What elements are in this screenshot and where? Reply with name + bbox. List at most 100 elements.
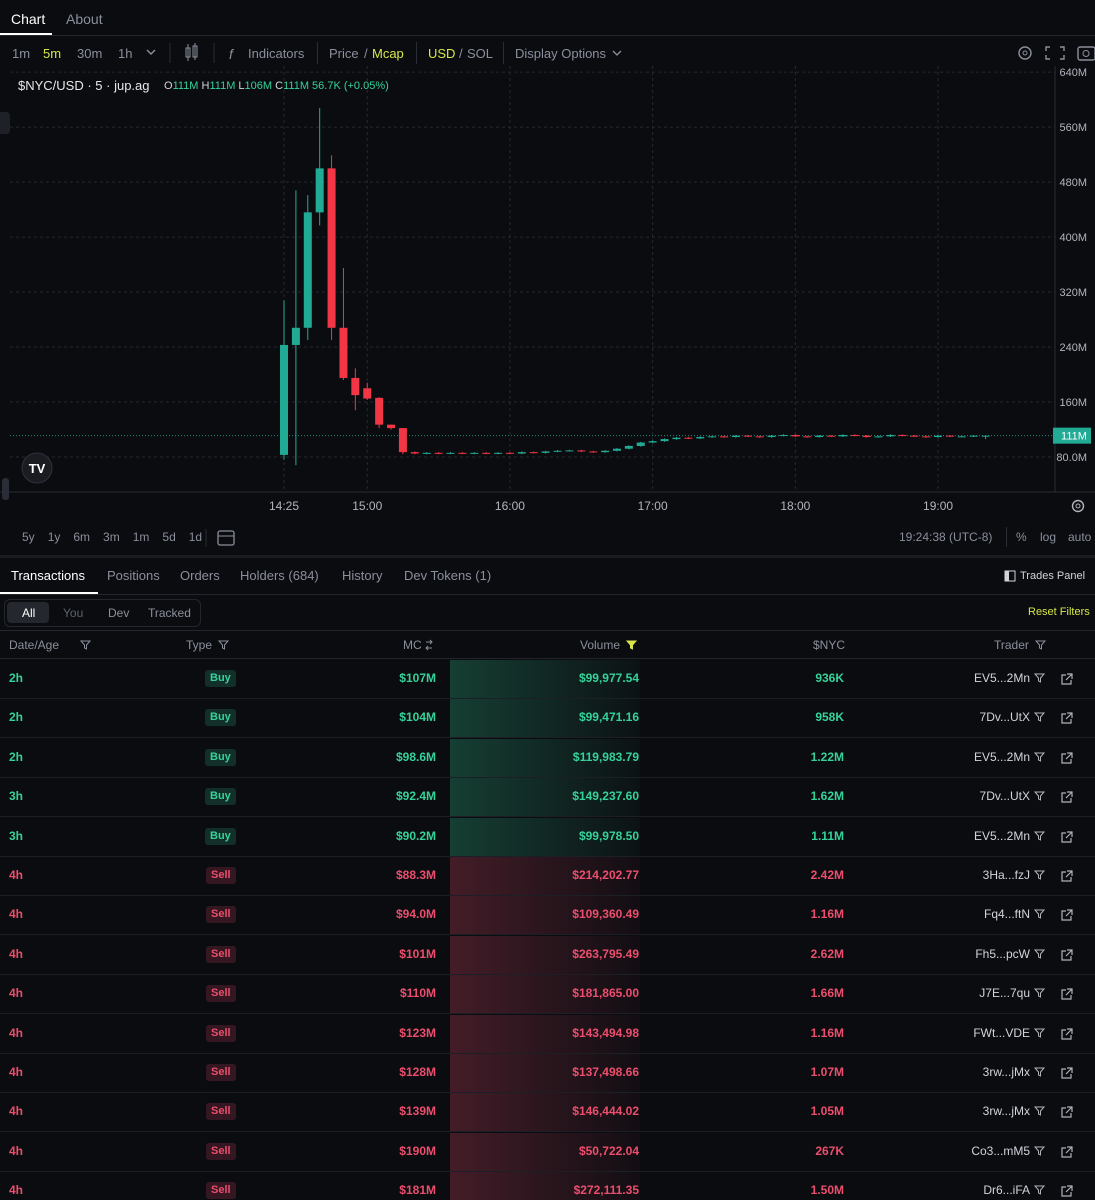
panel-tab[interactable]: Dev Tokens (1)	[404, 568, 492, 583]
range-button[interactable]: 1d	[188, 530, 203, 544]
trader-icons[interactable]	[1033, 751, 1084, 765]
range-button[interactable]: 1y	[47, 530, 61, 544]
candle-body	[624, 445, 633, 449]
interval[interactable]: 1m	[12, 46, 31, 61]
trader-icons[interactable]	[1033, 987, 1084, 1001]
market-cap: $128M	[399, 1065, 436, 1079]
table-row[interactable]: 4h Sell $101M $263,795.49 2.62M Fh5...pcW	[0, 935, 1095, 975]
side-handle[interactable]	[0, 112, 10, 134]
volume-bg	[450, 1014, 640, 1053]
trader-icons[interactable]	[1033, 948, 1084, 962]
panel-tab[interactable]: Holders (684)	[240, 568, 319, 583]
range-button[interactable]: 5y	[22, 530, 35, 544]
y-tick-label: 560M	[1059, 122, 1087, 134]
trader-icons[interactable]	[1033, 908, 1084, 922]
auto[interactable]: auto	[1068, 530, 1092, 544]
table-row[interactable]: 4h Sell $94.0M $109,360.49 1.16M Fq4...ftN	[0, 895, 1095, 936]
trader-icons[interactable]	[1033, 672, 1084, 686]
row-icons	[1033, 1145, 1084, 1164]
filter-dev[interactable]: Dev	[108, 606, 130, 620]
col-token[interactable]: $NYC	[813, 638, 846, 652]
trader-icons[interactable]	[1033, 1066, 1084, 1080]
filter-all[interactable]: All	[22, 606, 36, 620]
volume-bg	[450, 935, 640, 974]
col-date[interactable]: Date/Age	[9, 638, 60, 652]
trader-icons[interactable]	[1033, 1145, 1084, 1159]
col-type[interactable]: Type	[186, 638, 213, 652]
usd-toggle[interactable]: USD	[428, 46, 456, 61]
settings-icon[interactable]	[1070, 498, 1086, 514]
interval[interactable]: 1h	[118, 46, 133, 61]
side-handle[interactable]	[2, 478, 9, 500]
divider	[0, 658, 1095, 659]
percent[interactable]: %	[1016, 530, 1027, 544]
table-row[interactable]: 2h Buy $107M $99,977.54 936K EV5...2Mn	[0, 659, 1095, 699]
table-row[interactable]: 2h Buy $98.6M $119,983.79 1.22M EV5...2Mn	[0, 738, 1095, 778]
price-toggle[interactable]: Price	[329, 46, 359, 61]
trader-icons[interactable]	[1033, 1184, 1084, 1198]
panel-tab[interactable]: History	[342, 568, 383, 583]
trader: Co3...mM5	[971, 1143, 1030, 1158]
range-button[interactable]: 6m	[73, 530, 91, 544]
table-row[interactable]: 3h Buy $90.2M $99,978.50 1.11M EV5...2Mn	[0, 817, 1095, 857]
trader-icons[interactable]	[1033, 790, 1084, 804]
sol-toggle[interactable]: SOL	[467, 46, 494, 61]
display-options[interactable]: Display Options	[515, 46, 607, 61]
candle-body	[387, 424, 396, 429]
tab-chart[interactable]: Chart	[11, 11, 46, 27]
candle-body	[470, 452, 479, 454]
reset-filters[interactable]: Reset Filters	[1028, 606, 1090, 618]
table-row[interactable]: 4h Sell $139M $146,444.02 1.05M 3rw...jMx	[0, 1092, 1095, 1133]
interval[interactable]: 30m	[77, 46, 103, 61]
filter-tracked[interactable]: Tracked	[148, 606, 191, 620]
x-tick-label: 18:00	[780, 499, 810, 513]
tab-about[interactable]: About	[66, 11, 103, 27]
interval-active[interactable]: 5m	[43, 46, 62, 61]
log[interactable]: log	[1040, 530, 1057, 544]
trader-icons[interactable]	[1033, 1105, 1084, 1119]
row-icons	[1033, 987, 1084, 1006]
range-button[interactable]: 5d	[162, 530, 176, 544]
trades-panel[interactable]: Trades Panel	[1020, 570, 1086, 582]
col-mc[interactable]: MC	[403, 638, 422, 652]
trader-icons[interactable]	[1033, 711, 1084, 725]
candle-body	[553, 450, 562, 452]
indicators[interactable]: Indicators	[248, 46, 305, 61]
age: 4h	[9, 907, 24, 922]
age: 4h	[9, 1183, 24, 1198]
volume: $143,494.98	[572, 1025, 639, 1040]
y-tick-label: 400M	[1059, 232, 1087, 244]
row-icons	[1033, 869, 1084, 888]
volume: $50,722.04	[578, 1143, 639, 1158]
col-volume[interactable]: Volume	[580, 638, 621, 652]
col-trader[interactable]: Trader	[994, 638, 1029, 652]
range-button[interactable]: 3m	[103, 530, 120, 544]
panel-tab-active[interactable]: Transactions	[11, 568, 85, 583]
table-row[interactable]: 4h Sell $181M $272,111.35 1.50M Dr6...iFA	[0, 1171, 1095, 1200]
table-row[interactable]: 4h Sell $123M $143,494.98 1.16M FWt...VDE	[0, 1014, 1095, 1054]
trader-icons[interactable]	[1033, 830, 1084, 844]
panel-tab[interactable]: Positions	[107, 568, 160, 583]
table-row[interactable]: 4h Sell $128M $137,498.66 1.07M 3rw...jMx	[0, 1053, 1095, 1093]
separator	[317, 42, 318, 64]
trader-icons[interactable]	[1033, 869, 1084, 883]
trader-icons[interactable]	[1033, 1027, 1084, 1041]
panel-tab[interactable]: Orders	[180, 568, 220, 583]
table-row[interactable]: 3h Buy $92.4M $149,237.60 1.62M 7Dv...UtX	[0, 777, 1095, 818]
volume-bg	[450, 896, 640, 935]
trader: EV5...2Mn	[973, 749, 1030, 764]
table-row[interactable]: 2h Buy $104M $99,471.16 958K 7Dv...UtX	[0, 698, 1095, 739]
date-range-icon[interactable]	[205, 527, 237, 549]
mcap-toggle[interactable]: Mcap	[372, 46, 404, 61]
separator	[416, 42, 417, 64]
clock: 19:24:38 (UTC-8)	[899, 530, 993, 544]
token-amount: 1.50M	[810, 1183, 844, 1198]
table-row[interactable]: 4h Sell $88.3M $214,202.77 2.42M 3Ha...fzJ	[0, 856, 1095, 896]
table-row[interactable]: 4h Sell $190M $50,722.04 267K Co3...mM5	[0, 1132, 1095, 1172]
filter-you[interactable]: You	[63, 606, 84, 620]
last-price-label: 111M	[1061, 431, 1087, 443]
market-cap: $88.3M	[395, 868, 436, 882]
range-button[interactable]: 1m	[132, 530, 150, 544]
table-row[interactable]: 4h Sell $110M $181,865.00 1.66M J7E...7qu	[0, 974, 1095, 1015]
token-amount: 1.11M	[811, 828, 844, 843]
